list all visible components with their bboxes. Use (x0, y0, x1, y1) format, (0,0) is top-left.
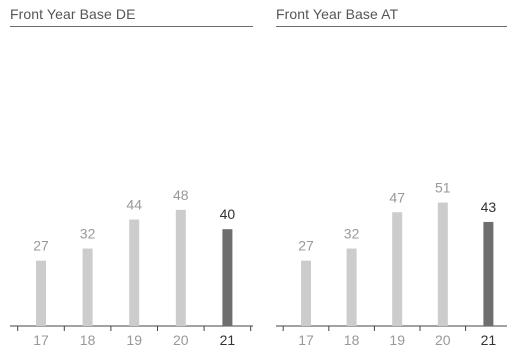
tick-label-19: 19 (389, 332, 405, 348)
value-label-17: 27 (298, 238, 314, 254)
bar-17 (301, 260, 311, 326)
value-label-20: 48 (173, 187, 189, 203)
value-label-21: 43 (481, 199, 497, 215)
chart-title-de: Front Year Base DE (10, 6, 136, 22)
tick-label-19: 19 (126, 332, 142, 348)
bar-19 (392, 212, 403, 326)
tick-label-20: 20 (435, 332, 451, 348)
tick-label-17: 17 (298, 332, 314, 348)
tick-label-17: 17 (33, 332, 49, 348)
chart-title-at: Front Year Base AT (276, 6, 399, 22)
tick-label-18: 18 (344, 332, 360, 348)
bar-chart-de: 27 17 32 18 44 19 48 20 40 21 (10, 187, 253, 348)
chart-panel-de: Front Year Base DE 27 17 32 18 44 19 48 20 40 21 (10, 0, 253, 352)
title-divider-de (10, 26, 253, 27)
value-label-21: 40 (220, 206, 236, 222)
value-label-17: 27 (33, 238, 49, 254)
bar-21 (483, 221, 494, 326)
tick-label-18: 18 (80, 332, 96, 348)
bar-21 (222, 229, 233, 326)
tick-label-21: 21 (481, 332, 497, 348)
tick-label-20: 20 (173, 332, 189, 348)
value-label-19: 47 (389, 189, 405, 205)
chart-panel-at: Front Year Base AT 27 17 32 18 47 19 51 20 43 21 (276, 0, 507, 352)
title-divider-at (276, 26, 507, 27)
bar-19 (129, 219, 140, 326)
value-label-18: 32 (344, 226, 360, 242)
bar-20 (437, 202, 448, 326)
bar-17 (36, 260, 46, 326)
bar-18 (82, 248, 93, 326)
value-label-20: 51 (435, 180, 451, 196)
bar-chart-at: 27 17 32 18 47 19 51 20 43 21 (276, 180, 507, 348)
tick-label-21: 21 (220, 332, 236, 348)
value-label-19: 44 (126, 197, 142, 213)
bar-18 (346, 248, 357, 326)
bar-20 (175, 209, 186, 326)
value-label-18: 32 (80, 226, 96, 242)
